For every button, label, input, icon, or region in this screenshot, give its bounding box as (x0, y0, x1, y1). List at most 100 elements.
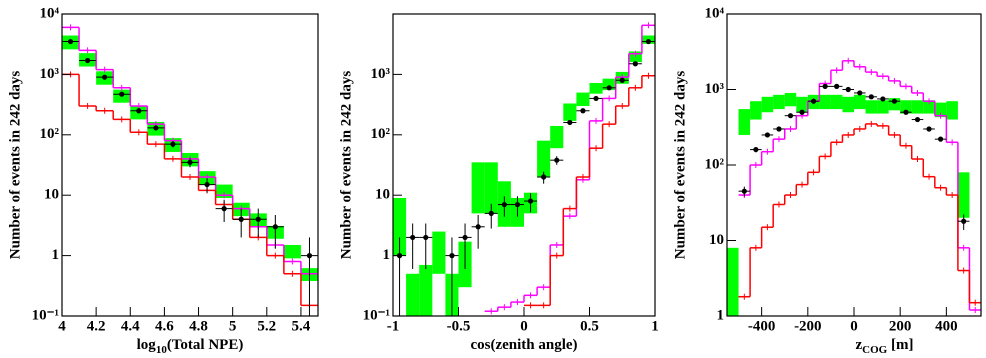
y-tick-label: 10⁴ (40, 5, 60, 21)
error-band (842, 96, 854, 113)
x-tick-label: 200 (889, 318, 912, 334)
data-point (926, 126, 932, 132)
data-point (753, 146, 759, 153)
x-axis-label-part: 10 (156, 344, 168, 356)
x-axis-label: cos(zenith angle) (470, 337, 577, 353)
x-tick-label: 4.4 (121, 318, 140, 334)
error-band (911, 100, 924, 114)
error-band (602, 78, 616, 91)
error-band (432, 231, 446, 274)
x-tick-label: 0.5 (580, 318, 599, 334)
data-point (449, 253, 455, 259)
data-point (170, 141, 176, 147)
data-point (606, 85, 612, 91)
data-point (868, 94, 874, 100)
data-point (187, 159, 193, 165)
x-tick-label: -1 (387, 318, 400, 334)
data-point (580, 108, 586, 114)
y-tick-label: 1 (52, 247, 60, 263)
error-band (946, 101, 958, 120)
data-point (204, 181, 210, 188)
data-point (423, 234, 429, 241)
x-tick-label: -400 (748, 318, 776, 334)
data-point (787, 113, 794, 119)
error-band (589, 83, 603, 94)
error-band (773, 94, 785, 110)
error-band (830, 94, 843, 110)
data-point (272, 224, 278, 230)
y-tick-label: 10³ (371, 66, 391, 82)
data-point (567, 119, 573, 126)
error-band (750, 101, 762, 120)
error-band (957, 172, 970, 218)
data-point (462, 234, 468, 241)
data-point (410, 234, 416, 241)
x-axis-label-part: cos(zenith angle) (470, 337, 577, 353)
error-band (738, 109, 751, 135)
data-point (85, 57, 91, 64)
panel (62, 24, 318, 316)
error-band (563, 103, 577, 121)
x-axis-label: log10(Total NPE) (137, 337, 244, 355)
data-point (514, 201, 521, 208)
error-band (784, 92, 797, 107)
error-band (923, 100, 935, 114)
data-point (645, 38, 652, 45)
error-band (283, 244, 301, 259)
data-point (619, 77, 625, 83)
data-point (119, 91, 125, 97)
x-tick-label: -0.5 (447, 318, 471, 334)
data-point (822, 83, 828, 89)
y-axis-label: Number of events in 242 days (672, 71, 688, 260)
data-point (153, 125, 159, 131)
x-tick-label: 5.2 (257, 318, 276, 334)
error-band (393, 197, 407, 256)
error-band (628, 51, 642, 63)
data-point (834, 83, 840, 89)
data-point (67, 38, 74, 45)
x-axis-label: zCOG [m] (855, 337, 913, 355)
error-band (854, 94, 866, 110)
x-tick-label: 4.2 (87, 318, 106, 334)
data-point (914, 116, 921, 123)
data-point (891, 98, 898, 104)
x-axis-label-part: [m] (887, 337, 913, 353)
error-band (934, 102, 947, 118)
x-axis-label-part: (Total NPE) (167, 337, 244, 353)
y-tick-label: 10³ (705, 81, 725, 97)
x-tick-label: 400 (935, 318, 958, 334)
error-band (727, 247, 739, 316)
panel (727, 57, 981, 316)
plot-frame (61, 13, 319, 317)
data-point (810, 98, 817, 104)
data-point (741, 188, 747, 194)
data-point (845, 86, 851, 93)
error-band (761, 96, 774, 113)
data-point (593, 95, 599, 102)
data-point (857, 90, 863, 96)
data-point (880, 96, 886, 102)
y-tick-label: 10 (375, 187, 390, 203)
data-point (488, 210, 494, 216)
x-tick-label: -200 (794, 318, 822, 334)
error-band (550, 125, 564, 149)
data-point (102, 74, 108, 80)
y-axis-label: Number of events in 242 days (7, 71, 23, 260)
data-point (221, 205, 227, 212)
x-tick-label: 4.6 (155, 318, 174, 334)
data-point (937, 136, 944, 142)
data-point (554, 157, 560, 163)
data-point (238, 216, 244, 222)
error-band (900, 100, 912, 114)
y-tick-label: 10 (709, 232, 724, 248)
error-band (865, 100, 878, 114)
data-point (475, 224, 481, 230)
data-point (501, 201, 507, 208)
x-tick-label: 4.8 (189, 318, 208, 334)
y-tick-label: 10² (371, 126, 391, 142)
error-band (471, 162, 485, 214)
y-tick-label: 10⁻¹ (363, 307, 390, 323)
y-tick-label: 10³ (40, 66, 60, 82)
data-point (541, 174, 547, 180)
